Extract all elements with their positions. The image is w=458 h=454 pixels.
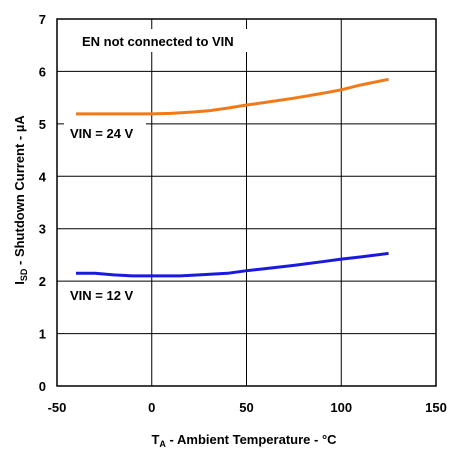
y-tick-label: 5 [39,117,46,132]
label-background [64,121,146,144]
series-label-12v: VIN = 12 V [70,288,134,303]
y-tick-label: 2 [39,274,46,289]
y-tick-label: 1 [39,327,46,342]
annotation-en-not-connected: EN not connected to VIN [82,34,234,49]
y-tick-label: 3 [39,222,46,237]
series-line-vin-24v [76,77,389,116]
series-label-24v: VIN = 24 V [70,126,134,141]
series-line-vin-12v [76,251,389,278]
y-axis-label: ISD - Shutdown Current - µA [12,115,29,285]
series-layer [76,77,389,278]
grid [56,18,437,387]
x-axis-label: TA - Ambient Temperature - °C [151,432,337,449]
x-tick-label: 50 [239,400,253,415]
x-tick-label: 0 [148,400,155,415]
plot-frame [56,18,437,387]
label-background [64,283,146,306]
y-tick-label: 7 [39,12,46,27]
y-tick-label: 6 [39,64,46,79]
y-tick-label: 4 [39,169,47,184]
x-tick-label: 150 [425,400,447,415]
x-tick-label: -50 [48,400,67,415]
x-tick-label: 100 [330,400,352,415]
label-background [76,29,252,52]
y-tick-label: 0 [39,379,46,394]
